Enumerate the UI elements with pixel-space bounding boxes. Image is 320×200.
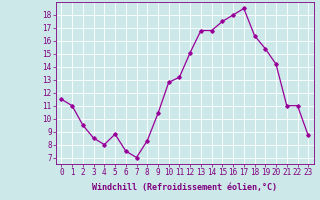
X-axis label: Windchill (Refroidissement éolien,°C): Windchill (Refroidissement éolien,°C)	[92, 183, 277, 192]
